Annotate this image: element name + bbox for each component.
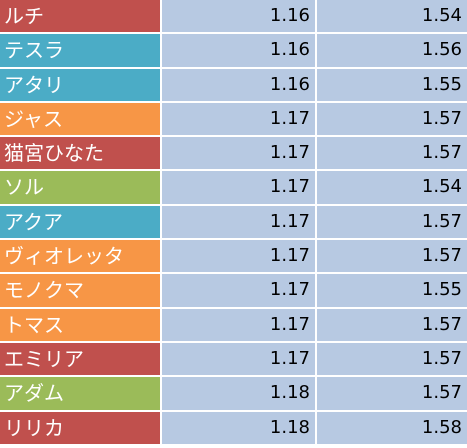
character-name-cell: ジャス <box>0 102 160 136</box>
value-cell-2: 1.55 <box>317 274 467 307</box>
value-cell-1: 1.17 <box>162 342 315 376</box>
value-cell-1: 1.17 <box>162 274 315 307</box>
table-row: モノクマ 1.17 1.55 <box>0 274 467 307</box>
table-row: ジャス 1.17 1.57 <box>0 102 467 136</box>
value-cell-2: 1.54 <box>317 171 467 204</box>
character-name-cell: トマス <box>0 308 160 341</box>
value-cell-1: 1.17 <box>162 308 315 341</box>
value-cell-1: 1.17 <box>162 102 315 136</box>
value-cell-1: 1.18 <box>162 377 315 410</box>
character-name-cell: テスラ <box>0 34 160 67</box>
character-name-cell: モノクマ <box>0 274 160 307</box>
character-name-cell: アダム <box>0 377 160 410</box>
value-cell-1: 1.17 <box>162 205 315 239</box>
value-cell-1: 1.16 <box>162 68 315 101</box>
character-name-cell: ヴィオレッタ <box>0 240 160 273</box>
table-row: アダム 1.18 1.57 <box>0 377 467 410</box>
table-row: ヴィオレッタ 1.17 1.57 <box>0 240 467 273</box>
value-cell-1: 1.18 <box>162 411 315 444</box>
table-row: 猫宮ひなた 1.17 1.57 <box>0 137 467 170</box>
character-name-cell: 猫宮ひなた <box>0 137 160 170</box>
value-cell-1: 1.17 <box>162 137 315 170</box>
value-cell-2: 1.58 <box>317 411 467 444</box>
character-name-cell: ソル <box>0 171 160 204</box>
value-cell-2: 1.57 <box>317 377 467 410</box>
character-name-cell: アクア <box>0 205 160 239</box>
value-cell-2: 1.57 <box>317 342 467 376</box>
table-row: アクア 1.17 1.57 <box>0 205 467 239</box>
value-cell-2: 1.56 <box>317 34 467 67</box>
value-cell-1: 1.16 <box>162 34 315 67</box>
value-cell-2: 1.55 <box>317 68 467 101</box>
table-row: リリカ 1.18 1.58 <box>0 411 467 444</box>
value-cell-2: 1.57 <box>317 137 467 170</box>
value-cell-1: 1.16 <box>162 0 315 33</box>
table-row: ソル 1.17 1.54 <box>0 171 467 204</box>
table-row: アタリ 1.16 1.55 <box>0 68 467 101</box>
value-cell-2: 1.57 <box>317 240 467 273</box>
value-cell-2: 1.57 <box>317 102 467 136</box>
value-cell-1: 1.17 <box>162 171 315 204</box>
table-row: エミリア 1.17 1.57 <box>0 342 467 376</box>
value-cell-2: 1.54 <box>317 0 467 33</box>
character-name-cell: ルチ <box>0 0 160 33</box>
value-cell-2: 1.57 <box>317 308 467 341</box>
table-row: ルチ 1.16 1.54 <box>0 0 467 33</box>
value-cell-1: 1.17 <box>162 240 315 273</box>
value-cell-2: 1.57 <box>317 205 467 239</box>
character-name-cell: リリカ <box>0 411 160 444</box>
character-name-cell: エミリア <box>0 342 160 376</box>
table-row: テスラ 1.16 1.56 <box>0 34 467 67</box>
table-row: トマス 1.17 1.57 <box>0 308 467 341</box>
character-name-cell: アタリ <box>0 68 160 101</box>
